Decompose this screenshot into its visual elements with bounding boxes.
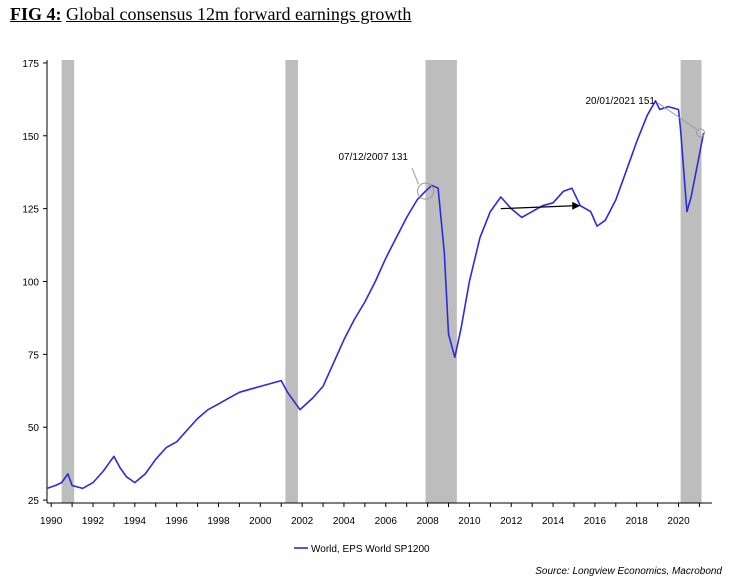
- trend-arrow-line: [500, 205, 575, 210]
- recession-bands: [61, 60, 702, 503]
- annotation-marker: [417, 182, 435, 200]
- y-tick-label: 150: [22, 132, 39, 143]
- series-line: [46, 100, 705, 490]
- figure-title: FIG 4: Global consensus 12m forward earn…: [10, 4, 411, 25]
- x-tick-label: 1990: [40, 516, 63, 527]
- x-tick-label: 2008: [416, 516, 439, 527]
- annotation-label: 20/01/2021 151: [585, 96, 655, 107]
- recession-band: [425, 60, 457, 503]
- x-tick-label: 1994: [124, 516, 147, 527]
- x-tick-label: 2020: [667, 516, 690, 527]
- trend-arrow-head: [572, 201, 581, 210]
- y-tick-label: 25: [28, 496, 40, 507]
- x-tick-label: 2012: [500, 516, 523, 527]
- y-tick-label: 50: [28, 423, 40, 434]
- annotation-leader: [657, 102, 698, 131]
- chart-annotations: 07/12/2007 131 20/01/2021 151: [338, 96, 705, 210]
- x-tick-label: 2016: [584, 516, 607, 527]
- x-tick-label: 2018: [626, 516, 649, 527]
- x-tick-label: 1996: [166, 516, 189, 527]
- chart-legend: World, EPS World SP1200: [294, 544, 430, 555]
- y-tick-label: 75: [28, 350, 40, 361]
- legend-label: World, EPS World SP1200: [311, 544, 430, 555]
- y-tick-label: 100: [22, 278, 39, 289]
- x-tick-label: 1998: [207, 516, 230, 527]
- x-tick-label: 2006: [375, 516, 398, 527]
- x-tick-label: 2002: [291, 516, 314, 527]
- recession-band: [680, 60, 702, 503]
- chart-series: [46, 100, 705, 490]
- recession-band: [61, 60, 75, 503]
- x-tick-label: 2000: [249, 516, 272, 527]
- source-note: Source: Longview Economics, Macrobond: [535, 566, 722, 577]
- x-tick-label: 2014: [542, 516, 565, 527]
- annotation-label: 07/12/2007 131: [338, 152, 408, 163]
- figure-title-text: Global consensus 12m forward earnings gr…: [66, 4, 412, 24]
- annotation-leader: [411, 167, 419, 185]
- recession-band: [285, 60, 298, 503]
- annotation-marker: [695, 128, 705, 138]
- x-tick-label: 1992: [82, 516, 105, 527]
- figure-label: FIG 4:: [10, 4, 62, 24]
- chart-axes: 25 50 75 100 125 150 175 1990 1992 1994 1996 1998 20…: [22, 59, 712, 527]
- x-tick-label: 2004: [333, 516, 356, 527]
- y-tick-label: 175: [22, 59, 39, 70]
- x-tick-label: 2010: [458, 516, 481, 527]
- y-tick-label: 125: [22, 205, 39, 216]
